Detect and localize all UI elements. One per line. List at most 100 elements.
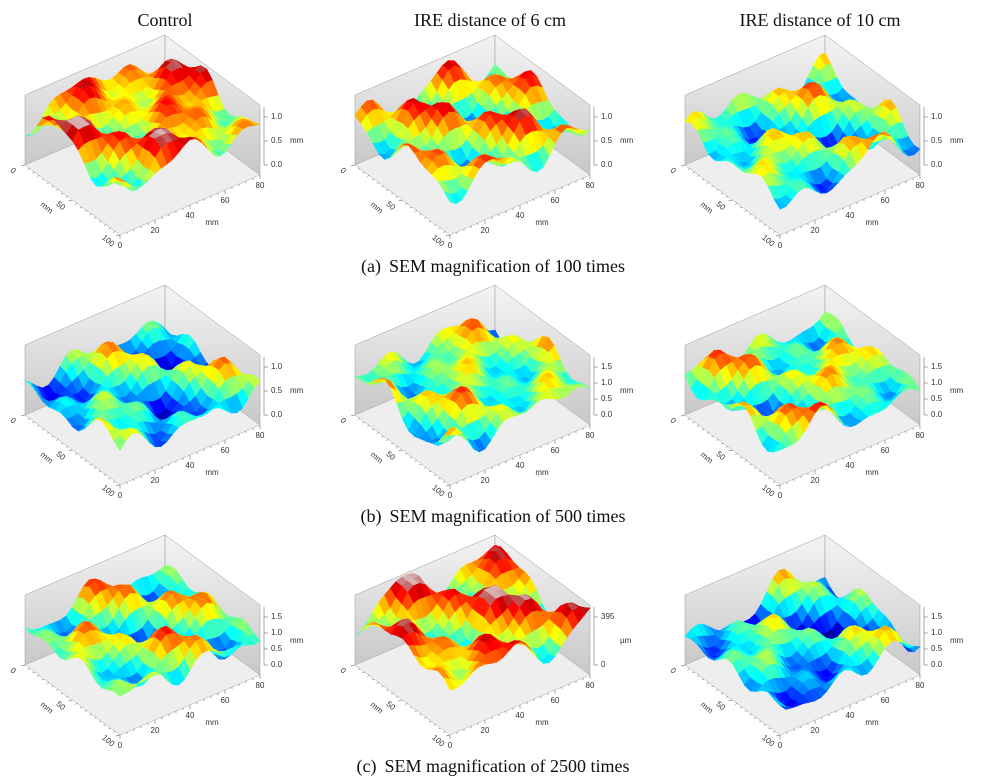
y-minor-tick — [104, 225, 106, 226]
y-tick-label: 100 — [100, 233, 116, 249]
y-minor-tick — [363, 172, 365, 173]
x-tick-label: 60 — [551, 446, 560, 455]
y-minor-tick — [109, 478, 111, 479]
z-tick-label: 1.5 — [931, 362, 943, 371]
y-minor-tick — [28, 669, 30, 670]
y-unit: mm — [369, 200, 385, 216]
y-minor-tick — [424, 468, 426, 469]
x-unit: mm — [865, 218, 879, 227]
y-minor-tick — [367, 426, 369, 427]
x-tick-label: 40 — [186, 711, 195, 720]
caption-label: (b) — [361, 506, 382, 527]
y-minor-tick — [697, 426, 699, 427]
y-minor-tick — [716, 690, 718, 691]
x-tick-label: 80 — [586, 431, 595, 440]
y-tick-label: 100 — [100, 733, 116, 749]
y-tick-label: 100 — [760, 233, 776, 249]
x-unit: mm — [535, 218, 549, 227]
y-minor-tick — [735, 704, 737, 705]
x-tick-label: 40 — [516, 211, 525, 220]
surface-panel: 020406080mm050100mm0.00.51.01.5mm — [669, 285, 964, 500]
surface-panel: 020406080mm050100mm0.00.51.01.5mm — [9, 535, 304, 750]
x-unit: mm — [205, 468, 219, 477]
x-tick-label: 80 — [916, 681, 925, 690]
y-tick-label: 0 — [339, 166, 349, 176]
y-minor-tick — [94, 718, 96, 719]
z-tick-label: 1.0 — [271, 362, 283, 371]
y-minor-tick — [75, 454, 77, 455]
y-minor-tick — [358, 669, 360, 670]
z-tick-label: 0.5 — [931, 394, 943, 403]
z-tick-label: 1.0 — [601, 112, 613, 121]
y-minor-tick — [726, 697, 728, 698]
y-minor-tick — [712, 686, 714, 687]
y-minor-tick — [372, 179, 374, 180]
z-tick-label: 0.0 — [601, 410, 613, 419]
y-tick-label: 50 — [54, 449, 67, 462]
y-minor-tick — [113, 482, 115, 483]
y-tick-label: 50 — [714, 449, 727, 462]
y-minor-tick — [80, 707, 82, 708]
y-minor-tick — [439, 728, 441, 729]
y-minor-tick — [358, 419, 360, 420]
y-minor-tick — [363, 422, 365, 423]
z-tick-label: 0.0 — [931, 160, 943, 169]
x-tick-label: 20 — [151, 226, 160, 235]
x-unit: mm — [865, 718, 879, 727]
y-minor-tick — [109, 728, 111, 729]
y-minor-tick — [90, 214, 92, 215]
y-minor-tick — [415, 211, 417, 212]
x-tick-label: 0 — [448, 491, 453, 500]
z-tick-label: 0.5 — [601, 394, 613, 403]
y-minor-tick — [688, 169, 690, 170]
y-tick-label: 50 — [54, 199, 67, 212]
y-tick-label: 100 — [100, 483, 116, 499]
y-minor-tick — [712, 186, 714, 187]
y-minor-tick — [702, 429, 704, 430]
x-tick-label: 20 — [151, 476, 160, 485]
y-minor-tick — [391, 193, 393, 194]
y-minor-tick — [372, 429, 374, 430]
surface-panel: 020406080mm050100mm0.00.51.0mm — [9, 285, 304, 500]
y-minor-tick — [47, 683, 49, 684]
y-minor-tick — [75, 204, 77, 205]
y-minor-tick — [90, 464, 92, 465]
z-tick-label: 1.0 — [931, 112, 943, 121]
x-tick-label: 60 — [551, 696, 560, 705]
y-minor-tick — [716, 440, 718, 441]
y-minor-tick — [769, 228, 771, 229]
column-title: IRE distance of 6 cm — [414, 10, 566, 30]
z-tick-label: 1.0 — [931, 628, 943, 637]
x-tick-label: 20 — [481, 726, 490, 735]
y-minor-tick — [52, 686, 54, 687]
y-minor-tick — [707, 183, 709, 184]
caption-text: SEM magnification of 500 times — [390, 506, 626, 526]
y-minor-tick — [681, 165, 685, 166]
row-caption: (a)SEM magnification of 100 times — [361, 256, 625, 277]
x-unit: mm — [205, 218, 219, 227]
y-minor-tick — [740, 207, 742, 208]
column-title: IRE distance of 10 cm — [740, 10, 901, 30]
y-minor-tick — [382, 186, 384, 187]
z-unit: mm — [950, 386, 964, 395]
y-minor-tick — [712, 436, 714, 437]
y-minor-tick — [773, 732, 775, 733]
y-minor-tick — [697, 176, 699, 177]
y-minor-tick — [37, 176, 39, 177]
y-minor-tick — [47, 433, 49, 434]
x-tick-label: 40 — [516, 461, 525, 470]
y-minor-tick — [716, 190, 718, 191]
y-minor-tick — [66, 197, 68, 198]
y-minor-tick — [377, 183, 379, 184]
y-minor-tick — [735, 454, 737, 455]
y-minor-tick — [99, 471, 101, 472]
z-tick-label: 1.5 — [931, 612, 943, 621]
y-minor-tick — [681, 415, 685, 416]
y-minor-tick — [415, 461, 417, 462]
surface-panel: 020406080mm050100mm0.00.51.01.5mm — [339, 285, 634, 500]
x-tick-label: 0 — [448, 741, 453, 750]
y-unit: mm — [39, 700, 55, 716]
y-minor-tick — [693, 672, 695, 673]
y-minor-tick — [42, 429, 44, 430]
